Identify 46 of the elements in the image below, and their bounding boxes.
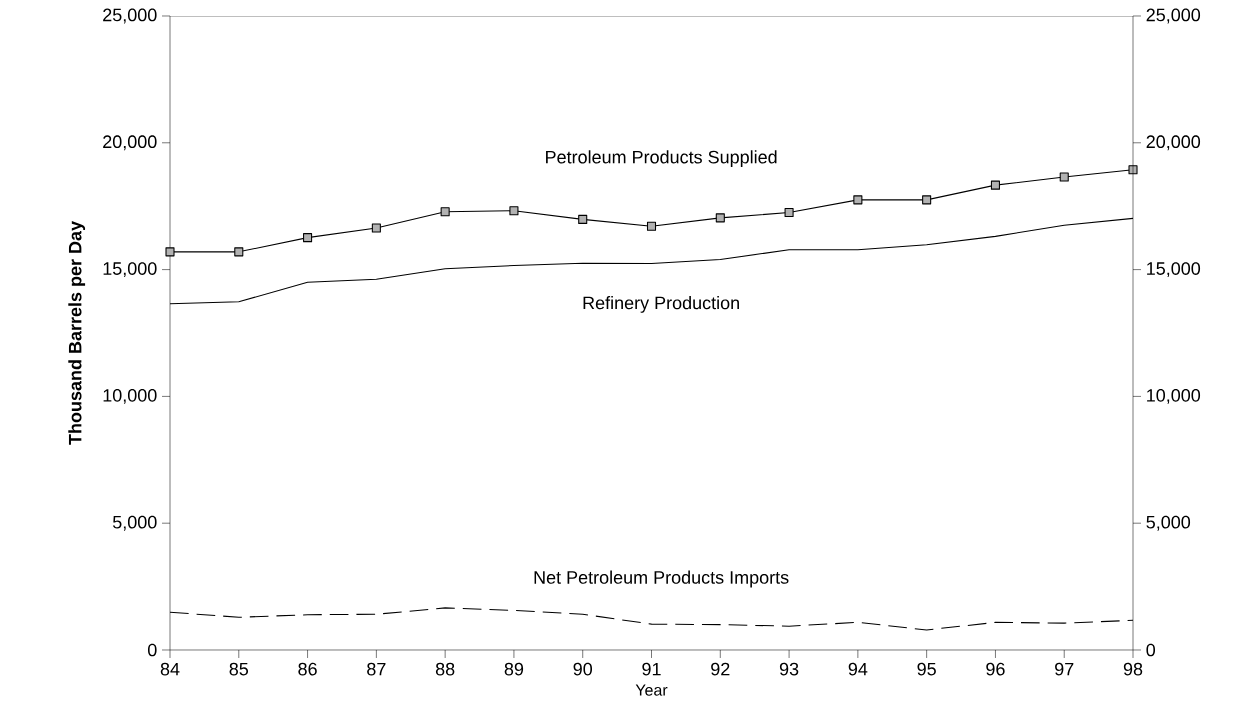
x-tick-label: 84 <box>160 662 180 676</box>
point <box>646 221 657 231</box>
point <box>784 207 794 218</box>
text: Petroleum Products Supplied <box>546 150 777 168</box>
y2-tick-label: 10,000 <box>1147 388 1201 404</box>
y2-tick-label: 15,000 <box>1147 262 1201 278</box>
x-tick-label: 94 <box>848 662 868 676</box>
point <box>922 195 932 205</box>
y2-tick-label: 20,000 <box>1146 135 1201 151</box>
point <box>715 213 725 223</box>
x-tick-label: 85 <box>229 662 249 676</box>
point <box>578 214 588 224</box>
x-tick-label: 93 <box>779 662 799 676</box>
x-axis-title: Year <box>635 684 668 696</box>
x-tick-label: 97 <box>1055 662 1074 676</box>
x-tick-label: 98 <box>1123 662 1143 676</box>
x-tick-label: 96 <box>986 662 1005 676</box>
y2-tick-label: 0 <box>1146 643 1156 657</box>
x-tick-label: 90 <box>573 662 593 676</box>
point <box>165 247 175 257</box>
y-tick-label: 20,000 <box>103 135 157 151</box>
x-tick-label: 92 <box>711 662 730 676</box>
series-label: Net Petroleum Products Imports <box>534 570 789 588</box>
x-tick-label: 91 <box>642 662 661 676</box>
y-tick-label: 0 <box>147 643 157 657</box>
y-axis-title: Thousand Barrels per Day <box>68 221 86 445</box>
y-tick-label: 5,000 <box>112 515 157 531</box>
point <box>440 207 450 217</box>
x-tick-label: 95 <box>917 662 936 676</box>
point <box>234 247 244 257</box>
y-tick-label: 15,000 <box>103 262 157 278</box>
y2-tick-label: 25,000 <box>1146 8 1201 24</box>
point <box>303 233 313 243</box>
x-tick-label: 87 <box>367 662 386 676</box>
x-tick-label: 88 <box>435 662 455 676</box>
y-tick-label: 25,000 <box>103 8 157 24</box>
x-tick-label: 89 <box>504 662 524 676</box>
series-label: Refinery Production <box>583 296 739 313</box>
y2-tick-label: 5,000 <box>1146 515 1191 531</box>
point <box>1059 172 1069 182</box>
point <box>853 195 863 205</box>
point <box>509 206 519 216</box>
y-tick-label: 10,000 <box>103 388 157 404</box>
point <box>990 180 1000 190</box>
point <box>371 223 381 233</box>
x-tick-label: 86 <box>298 662 317 676</box>
